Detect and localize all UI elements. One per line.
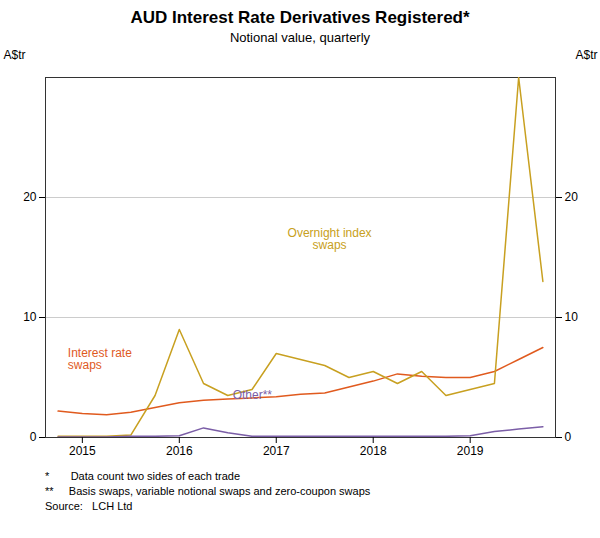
- svg-text:2017: 2017: [263, 444, 290, 458]
- svg-text:2018: 2018: [360, 444, 387, 458]
- svg-text:0: 0: [30, 430, 37, 444]
- svg-text:Interest rateswaps: Interest rateswaps: [68, 346, 132, 372]
- svg-text:10: 10: [23, 310, 37, 324]
- svg-text:2016: 2016: [166, 444, 193, 458]
- html-text:AUD Interest Rate Derivatives: AUD Interest Rate Derivatives Registered…: [130, 8, 470, 27]
- svg-text:Overnight indexswaps: Overnight indexswaps: [288, 226, 372, 252]
- svg-text:2019: 2019: [457, 444, 484, 458]
- svg-text:A$tr: A$tr: [4, 48, 26, 62]
- svg-text:20: 20: [565, 190, 579, 204]
- html-text:Notional value, quarterly: Notional value, quarterly: [229, 30, 371, 45]
- svg-text:A$tr: A$tr: [575, 48, 597, 62]
- svg-text:Other**: Other**: [233, 388, 273, 402]
- svg-text:20: 20: [23, 190, 37, 204]
- svg-text:10: 10: [565, 310, 579, 324]
- svg-text:2015: 2015: [69, 444, 96, 458]
- html-text:* Data count two sides of each: * Data count two sides of each trade ** …: [45, 470, 371, 512]
- svg-text:0: 0: [565, 430, 572, 444]
